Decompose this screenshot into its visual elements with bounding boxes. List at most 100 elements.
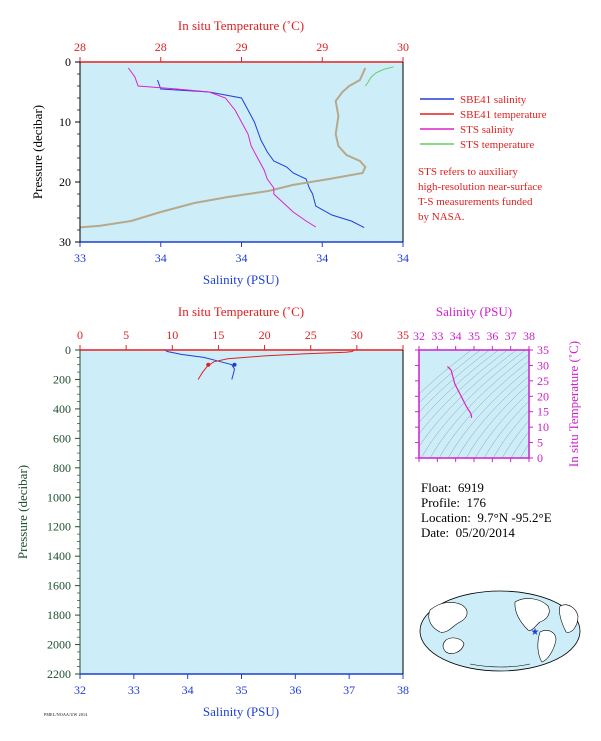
ts-sal-tick-label: 35	[468, 329, 480, 343]
date-value: 05/20/2014	[455, 525, 515, 540]
float-location-star-icon: ★	[531, 627, 540, 638]
ts-density-contour	[419, 350, 517, 448]
ts-sal-tick-label: 38	[523, 329, 535, 343]
sts-note: STS refers to auxiliary high-resolution …	[418, 166, 542, 223]
location-label: Location:	[421, 510, 471, 525]
ts-sal-tick-label: 36	[486, 329, 498, 343]
top-sal-tick-label: 34	[155, 251, 167, 265]
location-map: ★	[419, 590, 581, 672]
credit-stamp: PMEL/NOAA/UW 2014	[44, 712, 88, 717]
ts-plot-area	[419, 350, 529, 458]
ts-sal-axis-label: Salinity (PSU)	[436, 304, 512, 319]
bottom-pressure-tick-label: 0	[65, 343, 71, 357]
ts-temp-tick-label: 15	[537, 405, 549, 419]
top-sal-tick-label: 34	[316, 251, 328, 265]
legend-item: STS temperature	[420, 139, 534, 151]
bottom-temp-tick-label: 15	[212, 328, 224, 342]
bottom-pressure-tick-label: 200	[53, 372, 71, 386]
map-land-antarctica	[469, 663, 531, 668]
ts-density-contour	[419, 350, 490, 413]
bottom-sal-tick-label: 37	[343, 683, 355, 697]
ts-temp-tick-label: 35	[537, 343, 549, 357]
top-series-line	[127, 67, 317, 228]
ts-temp-tick-label: 0	[537, 451, 543, 465]
ts-density-contour	[501, 419, 529, 458]
ts-density-contour	[438, 360, 529, 458]
bottom-pressure-tick-label: 800	[53, 461, 71, 475]
profile-value: 176	[466, 495, 487, 510]
bottom-sal-tick-label: 38	[397, 683, 409, 697]
ts-sal-tick-label: 37	[505, 329, 517, 343]
sts-note-line: T-S measurements funded	[418, 196, 533, 208]
ts-density-contour	[465, 383, 529, 458]
legend-label: SBE41 temperature	[460, 109, 547, 121]
bottom-pressure-tick-label: 400	[53, 402, 71, 416]
ts-temp-tick-label: 20	[537, 389, 549, 403]
map-land-asia	[428, 601, 468, 633]
bottom-sal-tick-label: 36	[289, 683, 301, 697]
ts-density-contour	[447, 368, 529, 458]
bottom-sal-axis-label: Salinity (PSU)	[203, 704, 279, 719]
map-land-north-america	[514, 598, 550, 631]
bottom-ticks: 0 5 10 15 20 25 30 35 32 33 34 35 36 37 38 0 200 400 600 80…	[47, 328, 409, 697]
bottom-pressure-tick-label: 1000	[47, 490, 71, 504]
top-temp-tick-label: 30	[397, 40, 409, 54]
ts-density-contour	[419, 350, 481, 404]
ts-series-group	[446, 365, 473, 419]
bottom-pressure-tick-label: 1200	[47, 520, 71, 534]
top-series-group	[80, 66, 394, 229]
top-pressure-tick-label: 0	[65, 55, 71, 69]
top-sal-tick-label: 34	[236, 251, 248, 265]
bottom-pressure-tick-label: 1600	[47, 579, 71, 593]
ts-density-contour	[492, 409, 529, 458]
top-pressure-tick-label: 10	[59, 115, 71, 129]
ts-density-contour	[419, 350, 499, 424]
sts-note-line: STS refers to auxiliary	[418, 166, 518, 178]
ts-density-contour	[510, 431, 529, 458]
bottom-pressure-tick-label: 1400	[47, 549, 71, 563]
date-info-row: Date: 05/20/2014	[421, 525, 552, 540]
top-temp-tick-label: 28	[155, 40, 167, 54]
bottom-depth-marker	[206, 362, 211, 367]
ts-density-contour	[429, 353, 529, 458]
ts-density-contours	[419, 350, 529, 458]
top-series-line	[157, 79, 365, 229]
legend-label: SBE41 salinity	[460, 94, 527, 106]
top-series-line	[80, 67, 367, 229]
bottom-series-line	[197, 350, 355, 380]
ts-density-contour	[519, 443, 529, 458]
bottom-sal-tick-label: 33	[128, 683, 140, 697]
ts-density-contour	[483, 400, 529, 458]
map-land-australia	[442, 637, 465, 654]
location-value: 9.7°N -95.2°E	[477, 510, 552, 525]
bottom-panel: 0 5 10 15 20 25 30 35 32 33 34 35 36 37 38 0 200 400 600 80…	[15, 304, 409, 719]
top-series-line	[364, 66, 394, 87]
bottom-pressure-tick-label: 600	[53, 431, 71, 445]
legend-label: STS salinity	[460, 124, 515, 136]
bottom-plot-area	[80, 350, 403, 674]
legend-item: STS salinity	[420, 124, 515, 136]
top-pressure-axis-label: Pressure (decibar)	[30, 105, 45, 199]
bottom-temp-tick-label: 35	[397, 328, 409, 342]
sts-note-line: by NASA.	[418, 211, 465, 223]
bottom-temp-tick-label: 20	[259, 328, 271, 342]
ts-density-contour	[456, 375, 529, 458]
bottom-pressure-tick-label: 1800	[47, 608, 71, 622]
bottom-pressure-axis-label: Pressure (decibar)	[15, 465, 30, 559]
bottom-temp-tick-label: 0	[77, 328, 83, 342]
top-temp-axis-label: In situ Temperature (˚C)	[178, 18, 304, 33]
bottom-depth-marker	[232, 362, 237, 367]
top-temp-tick-label: 28	[74, 40, 86, 54]
legend-label: STS temperature	[460, 139, 534, 151]
sts-note-line: high-resolution near-surface	[418, 181, 542, 193]
top-temp-tick-label: 29	[316, 40, 328, 54]
ts-density-contour	[474, 391, 529, 458]
location-info-row: Location: 9.7°N -95.2°E	[421, 510, 552, 525]
ts-temp-tick-label: 30	[537, 358, 549, 372]
top-pressure-tick-label: 30	[59, 235, 71, 249]
bottom-temp-tick-label: 10	[166, 328, 178, 342]
